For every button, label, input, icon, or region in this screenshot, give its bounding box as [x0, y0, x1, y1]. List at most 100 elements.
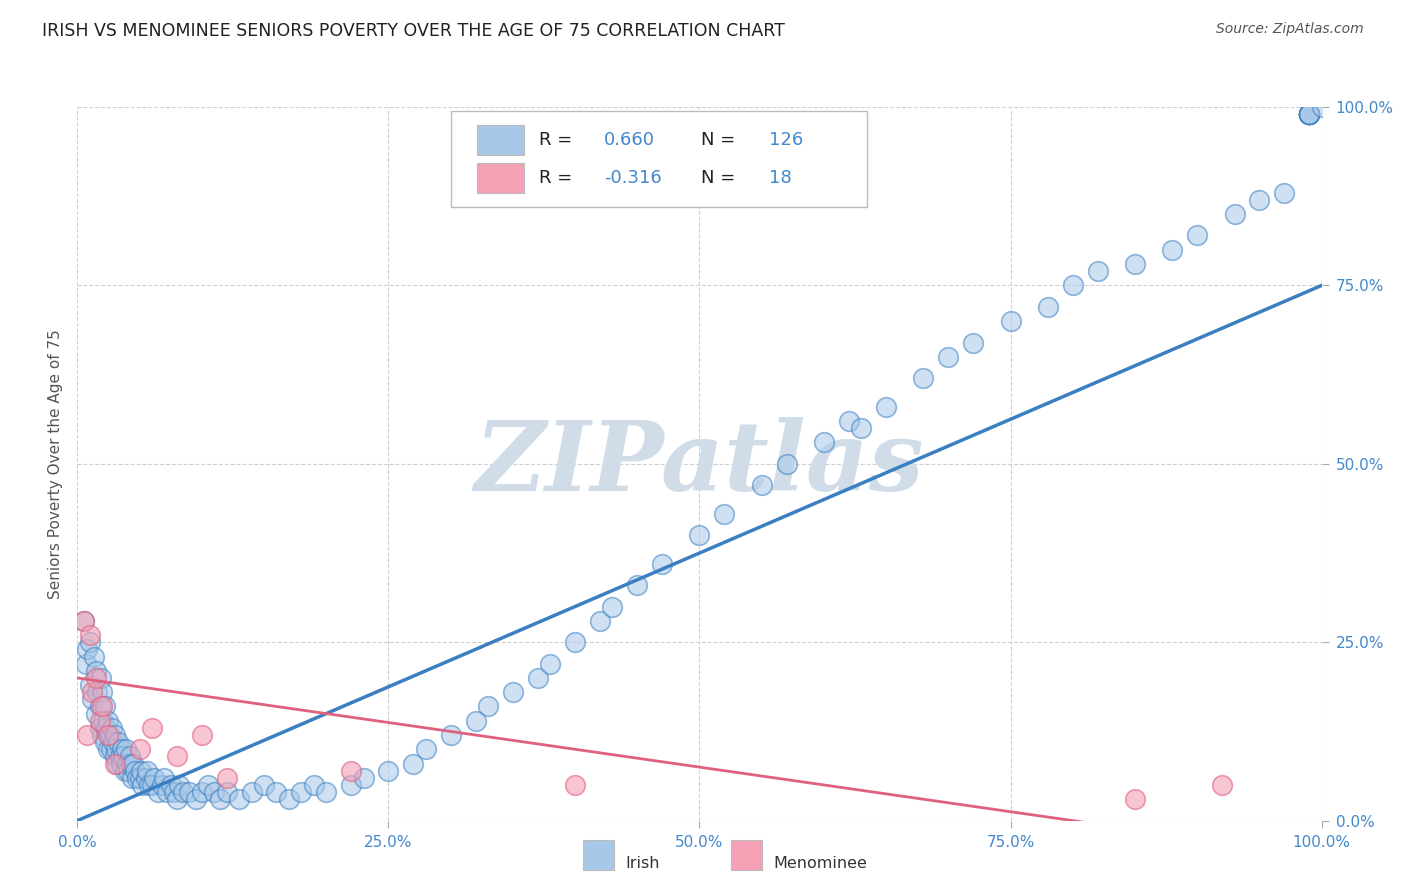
Point [131, 778, 153, 792]
Point [197, 778, 219, 792]
Point [962, 335, 984, 350]
Point [101, 721, 124, 735]
Point [91, 699, 114, 714]
Point [184, 792, 207, 806]
Point [107, 735, 129, 749]
Point [166, 792, 188, 806]
Point [191, 785, 214, 799]
Point [651, 557, 673, 571]
Point [1036, 300, 1059, 314]
Point [89, 714, 111, 728]
FancyBboxPatch shape [477, 162, 524, 193]
Point [1298, 107, 1320, 121]
Point [464, 714, 486, 728]
Point [136, 764, 159, 778]
Point [108, 749, 131, 764]
Point [179, 785, 201, 799]
Text: Irish: Irish [626, 856, 661, 871]
Point [138, 778, 160, 792]
Point [93, 714, 115, 728]
Point [875, 400, 897, 414]
Text: R =: R = [538, 169, 578, 186]
Point [111, 742, 134, 756]
Point [938, 350, 960, 364]
Point [97, 742, 120, 756]
Point [1298, 107, 1320, 121]
Point [228, 792, 250, 806]
Point [290, 785, 312, 799]
Text: 18: 18 [769, 169, 792, 186]
Point [118, 749, 141, 764]
Point [209, 792, 232, 806]
Point [91, 685, 114, 699]
Point [751, 478, 773, 492]
Point [215, 785, 238, 799]
Point [110, 756, 132, 771]
Point [1310, 100, 1333, 114]
Point [97, 728, 120, 742]
Text: 126: 126 [769, 131, 803, 149]
Text: IRISH VS MENOMINEE SENIORS POVERTY OVER THE AGE OF 75 CORRELATION CHART: IRISH VS MENOMINEE SENIORS POVERTY OVER … [42, 22, 785, 40]
Text: Menominee: Menominee [773, 856, 868, 871]
Point [82, 685, 104, 699]
Point [912, 371, 935, 385]
Point [112, 749, 135, 764]
Point [1123, 792, 1146, 806]
Point [191, 728, 214, 742]
Point [143, 771, 166, 785]
Point [141, 721, 163, 735]
Point [124, 764, 146, 778]
Point [91, 728, 114, 742]
Point [315, 785, 337, 799]
Text: N =: N = [700, 131, 741, 149]
Point [277, 792, 299, 806]
Point [82, 692, 104, 706]
Point [602, 599, 624, 614]
Point [202, 785, 225, 799]
Y-axis label: Seniors Poverty Over the Age of 75: Seniors Poverty Over the Age of 75 [48, 329, 63, 599]
Point [120, 756, 142, 771]
Point [240, 785, 263, 799]
Point [121, 771, 143, 785]
Point [1298, 107, 1320, 121]
Point [86, 685, 108, 699]
Point [266, 785, 288, 799]
Point [1187, 228, 1209, 243]
Point [775, 457, 797, 471]
Point [141, 778, 163, 792]
Text: R =: R = [538, 131, 578, 149]
Point [128, 742, 150, 756]
Point [1298, 107, 1320, 121]
Point [377, 764, 399, 778]
Point [340, 764, 363, 778]
Point [402, 756, 425, 771]
Point [340, 778, 363, 792]
Point [440, 728, 463, 742]
Point [148, 785, 170, 799]
Point [84, 706, 107, 721]
Point [169, 778, 191, 792]
Point [1298, 107, 1320, 121]
Point [564, 778, 586, 792]
Point [159, 778, 181, 792]
Point [94, 721, 117, 735]
Point [1298, 107, 1320, 121]
Point [713, 507, 735, 521]
Point [1223, 207, 1246, 221]
Point [114, 764, 136, 778]
Point [302, 778, 325, 792]
Text: ZIPatlas: ZIPatlas [475, 417, 924, 511]
Point [1298, 107, 1320, 121]
Point [564, 635, 586, 649]
Point [1123, 257, 1146, 271]
Point [172, 785, 194, 799]
Point [89, 699, 111, 714]
Point [115, 756, 138, 771]
Point [75, 657, 97, 671]
Point [1298, 107, 1320, 121]
Point [1298, 107, 1320, 121]
Point [79, 635, 101, 649]
Point [1249, 193, 1271, 207]
Text: -0.316: -0.316 [603, 169, 661, 186]
Point [84, 671, 107, 685]
